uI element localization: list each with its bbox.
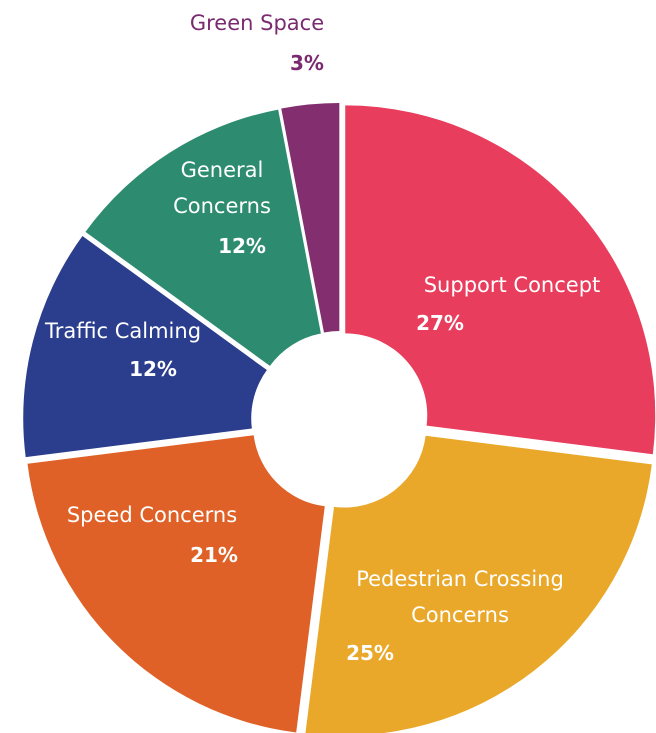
slice-speed-concerns — [27, 435, 325, 733]
slice-value-pedestrian-crossing-concerns: 25% — [346, 641, 394, 665]
slice-label-speed-concerns: Speed Concerns — [67, 503, 237, 527]
slice-support-concept — [345, 105, 656, 455]
donut-hole — [258, 338, 422, 502]
slice-label-support-concept: Support Concept — [424, 273, 601, 297]
slice-label-pedestrian-crossing-concerns-line-2: Concerns — [411, 603, 509, 627]
slice-labels: Support Concept 27% Pedestrian Crossing Con… — [44, 11, 600, 665]
slice-label-general-concerns-line-2: Concerns — [173, 194, 271, 218]
slice-value-speed-concerns: 21% — [190, 543, 238, 567]
donut-slices — [23, 103, 656, 733]
slice-general-concerns — [85, 109, 321, 366]
slice-traffic-calming — [23, 236, 267, 458]
slice-pedestrian-crossing-concerns — [305, 435, 652, 733]
slice-value-general-concerns: 12% — [218, 234, 266, 258]
slice-value-traffic-calming: 12% — [129, 357, 177, 381]
slice-value-green-space: 3% — [290, 51, 324, 75]
slice-label-general-concerns-line-1: General — [181, 158, 264, 182]
slice-label-pedestrian-crossing-concerns-line-1: Pedestrian Crossing — [356, 567, 564, 591]
slice-label-green-space: Green Space — [190, 11, 324, 35]
slice-label-traffic-calming: Traffic Calming — [44, 319, 201, 343]
slice-value-support-concept: 27% — [416, 311, 464, 335]
slice-green-space — [281, 103, 340, 333]
